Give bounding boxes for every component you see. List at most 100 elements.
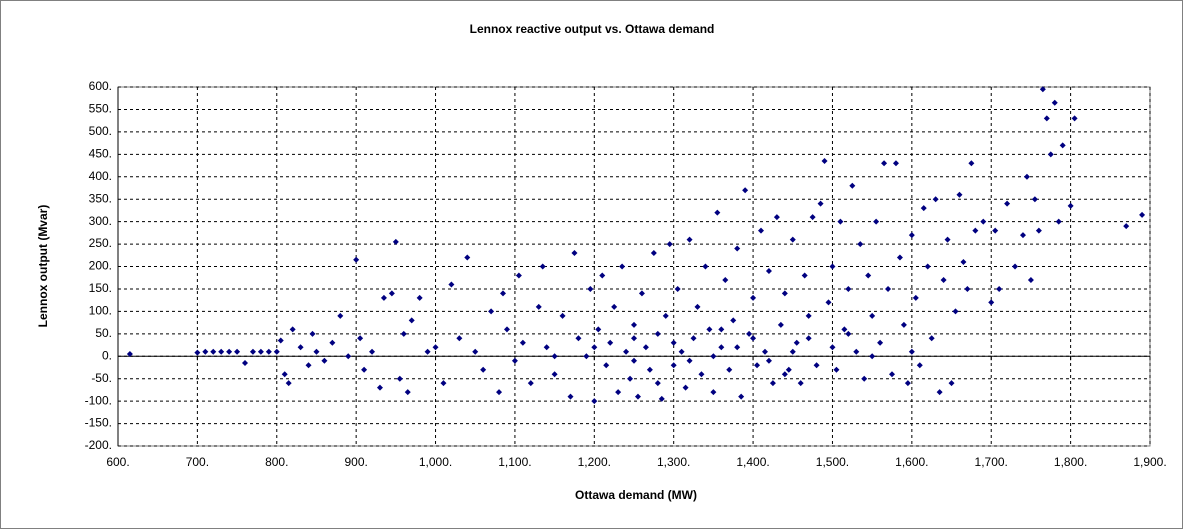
point xyxy=(873,218,880,225)
point xyxy=(980,218,987,225)
x-tick-label: 1,900. xyxy=(1133,455,1166,469)
point xyxy=(718,326,725,333)
point xyxy=(730,317,737,324)
point xyxy=(388,290,395,297)
point xyxy=(642,344,649,351)
point xyxy=(456,335,463,342)
point xyxy=(861,375,868,382)
point xyxy=(916,362,923,369)
point xyxy=(551,353,558,360)
point xyxy=(321,357,328,364)
y-axis-title: Lennox output (Mvar) xyxy=(36,205,50,328)
x-tick-label: 1,500. xyxy=(816,455,849,469)
chart-title: Lennox reactive output vs. Ottawa demand xyxy=(470,22,715,36)
point xyxy=(829,344,836,351)
point xyxy=(710,353,717,360)
point xyxy=(758,227,765,234)
point xyxy=(535,303,542,310)
point xyxy=(754,362,761,369)
point xyxy=(392,238,399,245)
point xyxy=(464,254,471,261)
point xyxy=(813,362,820,369)
y-tick-label: 0. xyxy=(102,348,112,362)
point xyxy=(1012,263,1019,270)
y-tick-label: -150. xyxy=(85,416,112,430)
point xyxy=(1027,276,1034,283)
point xyxy=(500,290,507,297)
point xyxy=(698,371,705,378)
point xyxy=(690,335,697,342)
point xyxy=(936,389,943,396)
point xyxy=(765,267,772,274)
point xyxy=(126,351,133,358)
x-tick-label: 1,600. xyxy=(895,455,928,469)
point xyxy=(817,200,824,207)
point xyxy=(666,241,673,248)
point xyxy=(599,272,606,279)
point xyxy=(845,285,852,292)
point xyxy=(559,312,566,319)
point xyxy=(218,348,225,355)
point xyxy=(396,375,403,382)
y-tick-label: 350. xyxy=(89,191,112,205)
point xyxy=(194,349,201,356)
point xyxy=(881,160,888,167)
point xyxy=(781,290,788,297)
point xyxy=(781,371,788,378)
x-tick-label: 1,800. xyxy=(1054,455,1087,469)
point xyxy=(678,348,685,355)
point xyxy=(273,348,280,355)
point xyxy=(769,380,776,387)
x-tick-label: 1,300. xyxy=(657,455,690,469)
x-tick-label: 1,200. xyxy=(578,455,611,469)
point xyxy=(849,182,856,189)
point xyxy=(627,375,634,382)
point xyxy=(896,254,903,261)
point xyxy=(877,339,884,346)
y-tick-label: 600. xyxy=(89,79,112,93)
point xyxy=(964,285,971,292)
point xyxy=(785,366,792,373)
point xyxy=(682,384,689,391)
point xyxy=(1043,115,1050,122)
point xyxy=(801,272,808,279)
point xyxy=(833,366,840,373)
x-tick-label: 1,100. xyxy=(498,455,531,469)
point xyxy=(424,348,431,355)
point xyxy=(432,344,439,351)
point xyxy=(750,294,757,301)
point xyxy=(496,389,503,396)
y-tick-label: 400. xyxy=(89,169,112,183)
point xyxy=(575,335,582,342)
point xyxy=(257,348,264,355)
point xyxy=(746,330,753,337)
point xyxy=(313,348,320,355)
point xyxy=(1004,200,1011,207)
point xyxy=(944,236,951,243)
point xyxy=(940,276,947,283)
point xyxy=(734,344,741,351)
point xyxy=(825,299,832,306)
point xyxy=(631,335,637,342)
point xyxy=(376,384,383,391)
point xyxy=(857,241,864,248)
point xyxy=(742,187,749,194)
point xyxy=(1031,196,1038,203)
point xyxy=(869,353,876,360)
point xyxy=(892,160,899,167)
point xyxy=(480,366,487,373)
point xyxy=(249,348,256,355)
point xyxy=(686,357,693,364)
point xyxy=(952,308,959,315)
point xyxy=(503,326,510,333)
point xyxy=(1039,86,1046,93)
point xyxy=(988,299,995,306)
point xyxy=(1123,223,1130,230)
x-tick-label: 1,000. xyxy=(419,455,452,469)
point xyxy=(889,371,895,378)
point xyxy=(702,263,709,270)
point xyxy=(638,290,645,297)
point xyxy=(968,160,975,167)
point xyxy=(265,348,272,355)
point xyxy=(1019,232,1026,239)
